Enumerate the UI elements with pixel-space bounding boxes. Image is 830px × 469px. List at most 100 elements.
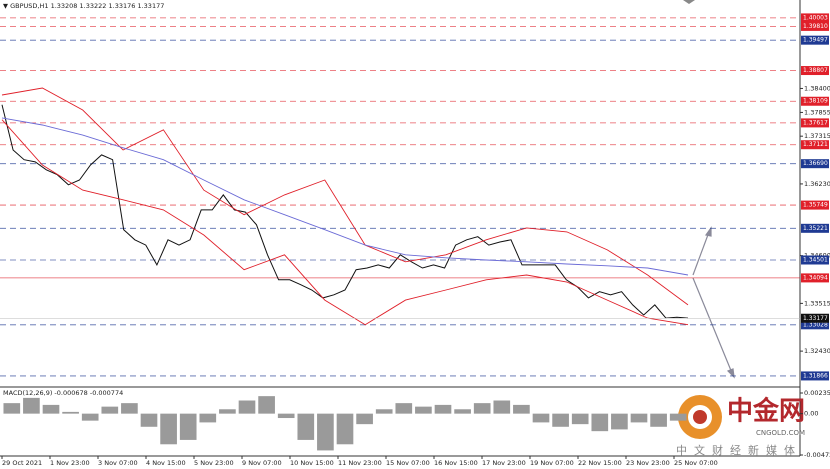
watermark-site: CNGOLD.COM — [756, 429, 805, 437]
macd-bar — [317, 413, 334, 451]
x-tick-label: 3 Nov 07:00 — [98, 459, 138, 467]
x-tick-label: 17 Nov 23:00 — [482, 459, 526, 467]
macd-bar — [513, 404, 530, 414]
macd-bar — [552, 413, 569, 427]
x-tick-label: 23 Nov 23:00 — [626, 459, 670, 467]
macd-bar — [62, 411, 79, 414]
x-tick-label: 22 Nov 15:00 — [578, 459, 622, 467]
price-line — [1, 104, 689, 319]
level-label: 1.37617 — [803, 119, 828, 126]
macd-bar — [121, 403, 138, 414]
x-tick-label: 16 Nov 15:00 — [434, 459, 478, 467]
level-label-bg — [801, 223, 829, 233]
y-tick-label: 1.33515 — [804, 299, 830, 307]
x-tick-label: 10 Nov 15:00 — [290, 459, 334, 467]
current-price-bg — [801, 313, 829, 323]
macd-bar — [101, 406, 119, 414]
level-label-bg — [801, 140, 829, 150]
macd-bar — [454, 409, 471, 414]
macd-bar — [140, 413, 158, 427]
level-label-bg — [801, 35, 829, 45]
logo-core — [693, 410, 707, 424]
arrows — [692, 226, 735, 379]
x-tick-label: 15 Nov 07:00 — [386, 459, 430, 467]
macd-bar — [669, 413, 687, 421]
level-label: 1.35221 — [803, 225, 828, 232]
y-tick-label: 1.38400 — [804, 84, 830, 92]
level-label-bg — [801, 66, 829, 76]
macd-bar — [415, 406, 432, 414]
macd-title: MACD(12,26,9) -0.000678 -0.000774 — [3, 389, 123, 397]
level-label: 1.40003 — [803, 14, 828, 21]
y-tick-label: 0.002358 — [804, 389, 830, 397]
y-tick-label: 1.37855 — [804, 108, 830, 116]
x-tick-label: 29 Oct 2021 — [2, 459, 42, 467]
x-tick-label: 5 Nov 23:00 — [194, 459, 234, 467]
shift-marker — [683, 0, 695, 4]
arrow-up — [692, 231, 710, 276]
level-label-bg — [801, 21, 829, 31]
level-label: 1.38109 — [803, 98, 828, 105]
macd-bar — [591, 413, 609, 432]
y-tick-label: 1.36230 — [804, 180, 830, 188]
watermark-slogan: 中文财经新媒体 — [676, 443, 802, 457]
arrow-head — [726, 368, 735, 379]
level-label-bg — [801, 255, 829, 265]
macd-bar — [81, 413, 99, 421]
macd-bar — [219, 409, 236, 414]
macd-bar — [650, 413, 667, 427]
level-label: 1.31866 — [803, 372, 828, 379]
level-label-bg — [801, 273, 829, 283]
level-label-bg — [801, 159, 829, 169]
y-tick-label: 1.37315 — [804, 132, 830, 140]
level-label-bg — [801, 118, 829, 128]
macd-bar — [493, 400, 511, 414]
level-label: 1.36690 — [803, 160, 828, 167]
watermark: 中金网 CNGOLD.COM 中文财经新媒体 — [676, 395, 805, 457]
level-label-bg — [801, 371, 829, 381]
arrow-head — [704, 226, 712, 237]
macd-bar — [3, 403, 21, 414]
macd-bar — [571, 413, 589, 425]
level-label: 1.39497 — [803, 37, 828, 44]
macd-bar — [611, 413, 628, 430]
macd-bar — [179, 413, 197, 440]
macd-bar — [160, 413, 177, 445]
x-tick-label: 11 Nov 23:00 — [338, 459, 382, 467]
level-label-bg — [801, 320, 829, 330]
level-label-bg — [801, 96, 829, 106]
level-label: 1.33028 — [803, 321, 828, 328]
indicator-line — [1, 87, 689, 306]
macd-bar — [532, 413, 550, 423]
macd-bar — [356, 413, 373, 425]
level-label: 1.34094 — [803, 274, 828, 281]
indicator-line — [1, 119, 689, 326]
level-label: 1.37121 — [803, 141, 828, 148]
macd-bar — [336, 413, 354, 445]
macd-bar — [395, 403, 413, 414]
macd-bar — [375, 409, 393, 414]
macd-bar — [42, 404, 60, 414]
macd-bar — [473, 403, 491, 414]
macd-bar — [277, 413, 295, 419]
macd-bar — [630, 413, 648, 423]
macd-bar — [258, 396, 275, 414]
level-label: 1.39810 — [803, 23, 828, 30]
y-tick-label: 0.00 — [804, 410, 818, 418]
level-label-bg — [801, 200, 829, 210]
watermark-name: 中金网 — [727, 396, 805, 427]
level-label: 1.34501 — [803, 256, 828, 263]
macd-bar — [199, 413, 217, 423]
chart-header: ▼ GBPUSD,H1 1.33208 1.33222 1.33176 1.33… — [3, 2, 164, 10]
arrow-down — [692, 277, 733, 374]
y-tick-label: 1.32430 — [804, 347, 830, 355]
level-label-bg — [801, 13, 829, 23]
y-tick-label: -0.004723 — [804, 451, 830, 459]
indicator-line — [1, 117, 689, 276]
macd-bar — [434, 404, 452, 414]
x-tick-label: 9 Nov 07:00 — [242, 459, 282, 467]
current-price-label: 1.33177 — [803, 315, 828, 322]
macd-bar — [23, 397, 40, 414]
level-label: 1.35749 — [803, 202, 828, 209]
